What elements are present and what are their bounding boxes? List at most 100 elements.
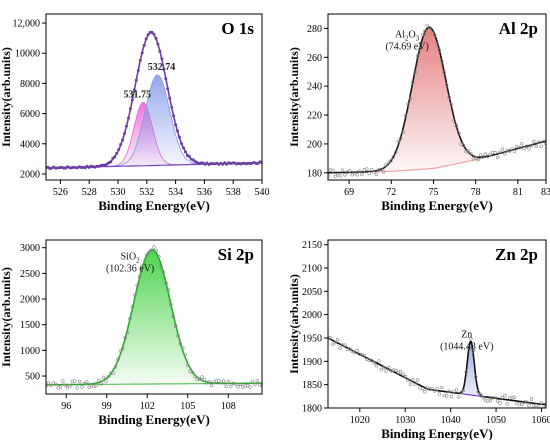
y-tick-label: 500	[25, 372, 40, 383]
data-point	[442, 393, 446, 398]
data-point	[127, 116, 130, 120]
data-point	[350, 172, 354, 177]
peak-label-1: 531.75	[123, 89, 151, 100]
data-point	[75, 386, 79, 390]
data-point	[119, 143, 123, 146]
data-point	[481, 395, 485, 400]
data-point	[172, 114, 176, 118]
data-point	[491, 396, 495, 400]
data-point	[394, 150, 398, 155]
data-point	[440, 385, 444, 390]
data-point	[399, 370, 403, 374]
peak-label-name: SiO2	[121, 252, 141, 265]
panel-title: Zn 2p	[495, 245, 538, 264]
data-point	[512, 395, 517, 399]
x-tick-label: 526	[53, 187, 68, 198]
data-point	[524, 144, 529, 149]
data-point	[118, 349, 123, 353]
chart-panel-3: 96 99 102 105 108 500 1000 1500 2000 2500 3000 Bind…	[0, 239, 263, 427]
data-point	[152, 245, 156, 249]
data-point	[386, 365, 391, 370]
data-point	[432, 33, 437, 37]
x-tick-label: 108	[221, 401, 236, 412]
panel-title: Al 2p	[499, 19, 538, 38]
data-point	[154, 248, 159, 253]
x-tick-label: 534	[168, 187, 183, 198]
data-point	[154, 36, 158, 40]
data-point	[173, 324, 178, 328]
data-point	[382, 366, 386, 370]
data-point	[63, 383, 67, 387]
data-point	[527, 403, 531, 408]
plot-area	[46, 30, 262, 171]
data-point	[520, 142, 524, 146]
y-tick-label: 2100	[302, 264, 322, 275]
data-point	[500, 395, 505, 400]
data-point	[529, 143, 534, 148]
x-tick-label: 72	[386, 187, 396, 198]
peak-label-value: (74.69 eV)	[385, 41, 428, 52]
data-point	[123, 132, 126, 135]
data-point	[130, 305, 135, 309]
y-tick-label: 12,000	[13, 19, 41, 30]
data-point	[171, 314, 175, 319]
data-point	[197, 377, 202, 381]
data-point	[333, 340, 337, 345]
data-point	[362, 354, 366, 358]
data-point	[500, 147, 505, 151]
chart-panel-2: 69 72 75 78 81 83 180 200 220 240 260 280 Binding En…	[287, 13, 550, 213]
data-point	[164, 281, 168, 285]
data-point	[331, 169, 335, 173]
fit-line	[328, 26, 546, 174]
x-tick-label: 528	[82, 187, 97, 198]
data-point	[403, 375, 408, 379]
data-point	[207, 379, 211, 384]
data-point	[454, 123, 459, 128]
y-tick-label: 1950	[302, 334, 322, 345]
x-tick-label: 99	[102, 401, 112, 412]
data-point	[260, 383, 262, 388]
data-point	[168, 96, 172, 100]
data-point	[53, 382, 58, 386]
data-point	[510, 396, 514, 400]
data-point	[394, 368, 398, 372]
data-point	[142, 43, 146, 47]
data-point	[520, 402, 524, 407]
data-point	[495, 155, 500, 160]
x-tick-label: 532	[139, 187, 154, 198]
data-point	[128, 107, 132, 111]
data-point	[94, 383, 99, 388]
data-point	[476, 157, 480, 162]
axes-frame	[327, 13, 547, 181]
x-axis-label: Binding Energy(eV)	[381, 198, 493, 213]
data-point	[483, 152, 488, 156]
y-tick-label: 2000	[302, 310, 322, 321]
data-point	[471, 349, 475, 353]
data-point	[205, 381, 209, 385]
data-point	[517, 145, 522, 150]
data-point	[510, 147, 514, 151]
peak-line-1	[328, 337, 546, 405]
data-point	[147, 250, 151, 255]
data-point	[377, 168, 381, 172]
data-point	[474, 375, 478, 379]
data-point	[99, 382, 103, 386]
data-point	[464, 370, 468, 374]
data-point	[187, 154, 191, 158]
data-point	[200, 375, 204, 379]
data-point	[166, 87, 170, 91]
y-tick-label: 6000	[20, 109, 40, 120]
data-point	[328, 336, 333, 340]
y-tick-label: 1800	[302, 404, 322, 415]
x-tick-label: 1050	[486, 415, 506, 426]
data-point	[524, 400, 529, 404]
data-point	[532, 404, 536, 408]
data-point	[406, 102, 410, 106]
data-point	[221, 379, 226, 383]
data-point	[343, 173, 347, 177]
data-point	[226, 380, 231, 384]
x-tick-label: 102	[140, 401, 155, 412]
data-point	[87, 385, 91, 389]
data-point	[158, 49, 162, 53]
